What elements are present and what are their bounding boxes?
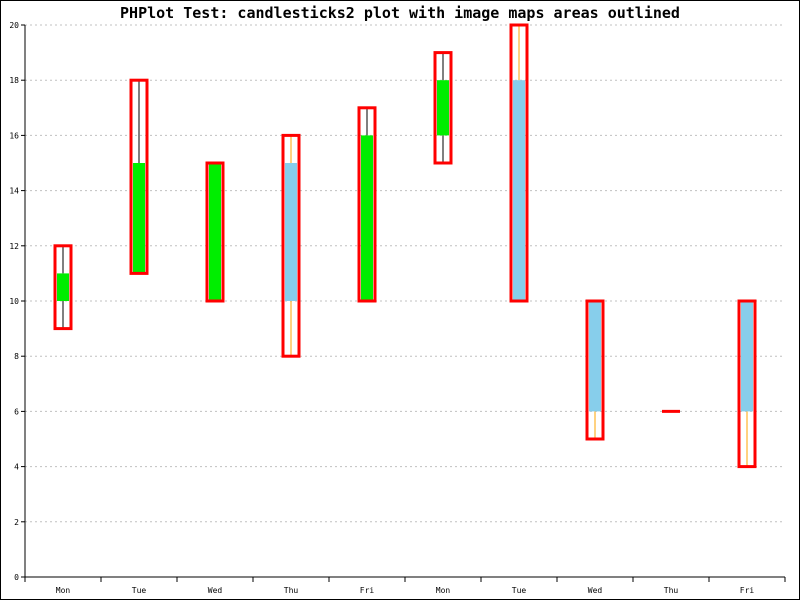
x-tick-label: Tue xyxy=(132,586,147,595)
y-tick-label: 6 xyxy=(14,407,19,416)
y-tick-label: 20 xyxy=(9,21,19,30)
candle-body xyxy=(209,163,221,301)
chart-title: PHPlot Test: candlesticks2 plot with ima… xyxy=(120,4,680,22)
candle-body xyxy=(361,135,373,301)
x-tick-label: Mon xyxy=(436,586,451,595)
image-map-area-outline xyxy=(737,299,757,469)
y-tick-label: 8 xyxy=(14,352,19,361)
y-tick-label: 0 xyxy=(14,573,19,582)
candle-body xyxy=(285,163,297,301)
y-tick-label: 2 xyxy=(14,518,19,527)
y-tick-label: 14 xyxy=(9,187,19,196)
image-map-area-outline xyxy=(281,133,301,358)
x-tick-label: Thu xyxy=(664,586,679,595)
candle-body xyxy=(513,80,525,301)
candle-body xyxy=(589,301,601,412)
image-map-area-outline xyxy=(53,244,73,331)
image-map-area-outline xyxy=(129,78,149,275)
y-tick-label: 4 xyxy=(14,463,19,472)
candle-body xyxy=(57,273,69,301)
y-tick-label: 12 xyxy=(9,242,19,251)
image-map-area-outline xyxy=(205,161,225,303)
x-tick-label: Wed xyxy=(208,586,223,595)
candle-body xyxy=(133,163,145,274)
image-map-area-outline xyxy=(585,299,605,441)
y-tick-label: 18 xyxy=(9,76,19,85)
y-tick-label: 10 xyxy=(9,297,19,306)
x-tick-label: Fri xyxy=(740,586,755,595)
y-tick-label: 16 xyxy=(9,131,19,140)
x-tick-label: Tue xyxy=(512,586,527,595)
candle-body xyxy=(741,301,753,412)
image-map-area-outline xyxy=(357,106,377,303)
x-tick-label: Mon xyxy=(56,586,71,595)
x-tick-label: Fri xyxy=(360,586,375,595)
image-map-area-outline xyxy=(433,51,453,165)
x-tick-label: Thu xyxy=(284,586,299,595)
image-map-area-outline xyxy=(509,23,529,303)
candle-body xyxy=(437,80,449,136)
x-tick-label: Wed xyxy=(588,586,603,595)
